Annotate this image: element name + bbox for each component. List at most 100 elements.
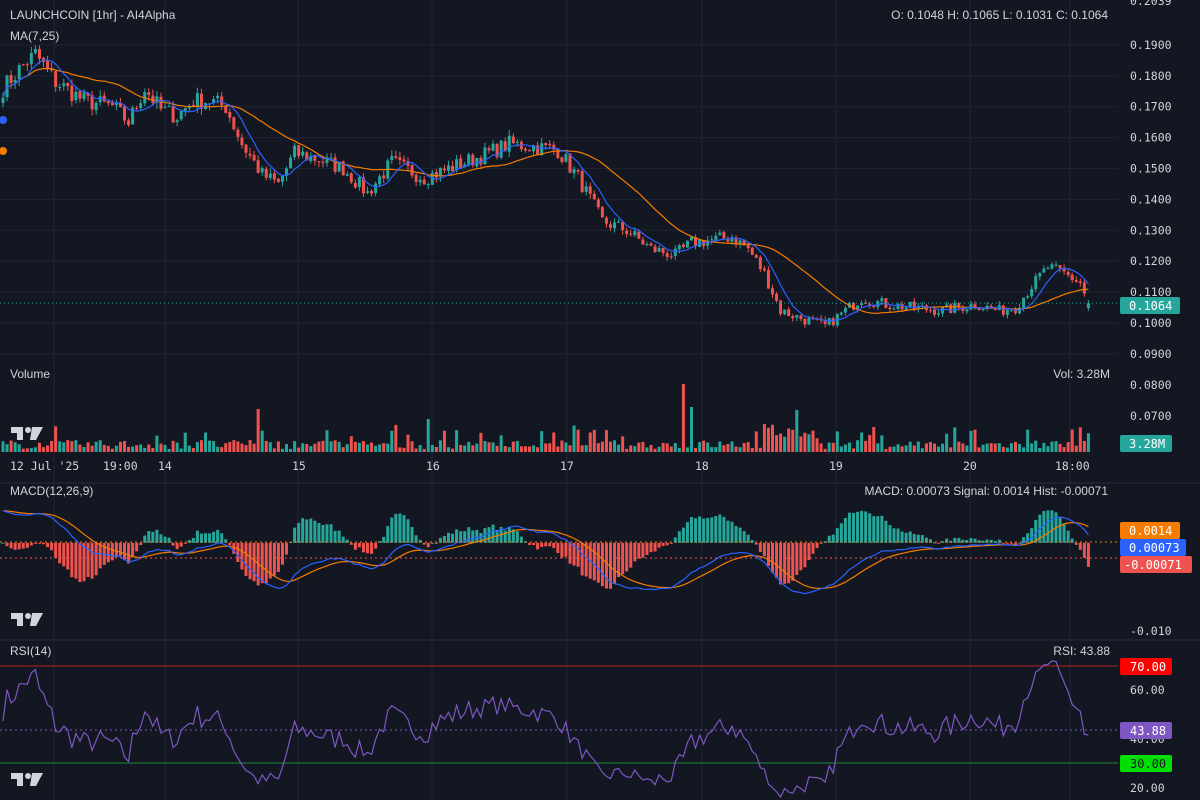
macd-hist-bar	[819, 542, 823, 544]
macd-hist-bar	[552, 542, 556, 549]
volume-bar	[560, 440, 564, 452]
macd-hist-bar	[1078, 542, 1082, 550]
macd-hist-bar	[714, 516, 718, 543]
candle-body	[839, 312, 843, 315]
volume-bar	[568, 445, 572, 452]
volume-bar	[787, 428, 791, 452]
candle-body	[33, 49, 37, 54]
candle-body	[1, 97, 5, 104]
candle-body	[823, 319, 827, 325]
rsi-lower-pill: 30.00	[1120, 755, 1172, 772]
candle-body	[754, 254, 758, 258]
candle-body	[252, 155, 256, 161]
macd-hist-bar	[163, 536, 167, 543]
macd-hist-bar	[799, 542, 803, 571]
macd-hist-bar	[5, 542, 9, 547]
volume-bar	[216, 446, 220, 452]
volume-bar	[1030, 443, 1034, 452]
candle-body	[451, 165, 455, 172]
macd-hist-bar	[114, 542, 118, 558]
macd-signal-pill: 0.0014	[1120, 522, 1180, 539]
candle-body	[54, 71, 58, 87]
candle-body	[256, 160, 260, 173]
macd-hist-bar	[953, 537, 957, 543]
macd-hist-bar	[904, 532, 908, 543]
volume-bar	[1042, 442, 1046, 452]
macd-hist-bar	[204, 533, 207, 543]
candle-body	[293, 145, 297, 158]
volume-bar	[220, 447, 224, 452]
candle-body	[430, 172, 434, 185]
volume-bar	[66, 440, 70, 452]
rsi-axis-label-60: 60.00	[1130, 683, 1165, 697]
candle-body	[487, 148, 491, 151]
macd-hist-bar	[212, 531, 216, 543]
volume-bar	[698, 442, 702, 452]
macd-hist-bar	[989, 539, 993, 543]
volume-bar	[775, 435, 779, 452]
volume-bar	[272, 448, 276, 452]
macd-hist-bar	[1014, 542, 1017, 545]
candle-body	[353, 183, 357, 188]
candle-body	[544, 143, 548, 146]
macd-hist-bar	[1026, 533, 1030, 543]
svg-text:0.0014: 0.0014	[1129, 524, 1172, 538]
volume-bar	[309, 446, 313, 452]
candle-body	[276, 178, 280, 182]
candle-body	[1062, 268, 1066, 272]
last-price-pill: 0.1064	[1120, 297, 1180, 314]
ma-legend: MA(7,25)	[10, 29, 59, 43]
macd-hist-bar	[1022, 537, 1026, 543]
candle-body	[1058, 265, 1062, 269]
time-axis-label: 19:00	[103, 459, 138, 473]
candle-body	[285, 168, 288, 176]
candle-body	[337, 161, 341, 172]
candle-body	[94, 102, 98, 111]
macd-hist-bar	[216, 529, 220, 543]
candle-body	[195, 92, 199, 108]
macd-hist-bar	[613, 542, 617, 584]
volume-bar	[1026, 429, 1030, 452]
macd-hist-bar	[864, 511, 868, 543]
candle-body	[771, 288, 774, 295]
volume-bars	[1, 384, 1090, 452]
candle-body	[633, 231, 637, 236]
macd-hist-bar	[442, 535, 446, 543]
macd-hist-bar	[1074, 542, 1078, 545]
volume-bar	[349, 436, 353, 452]
macd-hist-bar	[127, 542, 131, 564]
volume-bar	[690, 407, 693, 452]
candle-body	[86, 93, 90, 96]
time-axis-label: 18	[695, 459, 709, 473]
volume-bar	[114, 445, 118, 452]
candle-body	[317, 161, 321, 163]
volume-bar	[337, 441, 341, 452]
candle-body	[888, 307, 892, 310]
macd-hist-bar	[455, 529, 459, 543]
volume-bar	[641, 441, 645, 452]
candle-body	[852, 302, 855, 310]
macd-hist-bar	[301, 518, 305, 543]
candle-body	[580, 171, 584, 193]
volume-bar	[208, 440, 212, 452]
macd-hist-bar	[532, 542, 536, 546]
volume-bar	[657, 446, 661, 452]
candle-body	[135, 108, 139, 110]
candle-body	[843, 308, 847, 313]
candle-body	[904, 307, 908, 310]
macd-hist-bar	[268, 542, 272, 579]
candle-body	[1086, 303, 1090, 309]
macd-axis-label: -0.010	[1130, 624, 1172, 638]
candle-body	[564, 154, 568, 162]
macd-hist-bar	[957, 537, 961, 543]
macd-hist-bar	[167, 537, 171, 543]
macd-hist-bar	[669, 542, 673, 544]
volume-bar	[884, 448, 888, 452]
macd-hist-bar	[260, 542, 264, 584]
macd-hist-bar	[1005, 542, 1009, 544]
volume-bar	[240, 443, 244, 452]
macd-hist-bar	[920, 535, 924, 543]
volume-bar	[961, 443, 965, 452]
macd-hist-bar	[945, 538, 949, 543]
